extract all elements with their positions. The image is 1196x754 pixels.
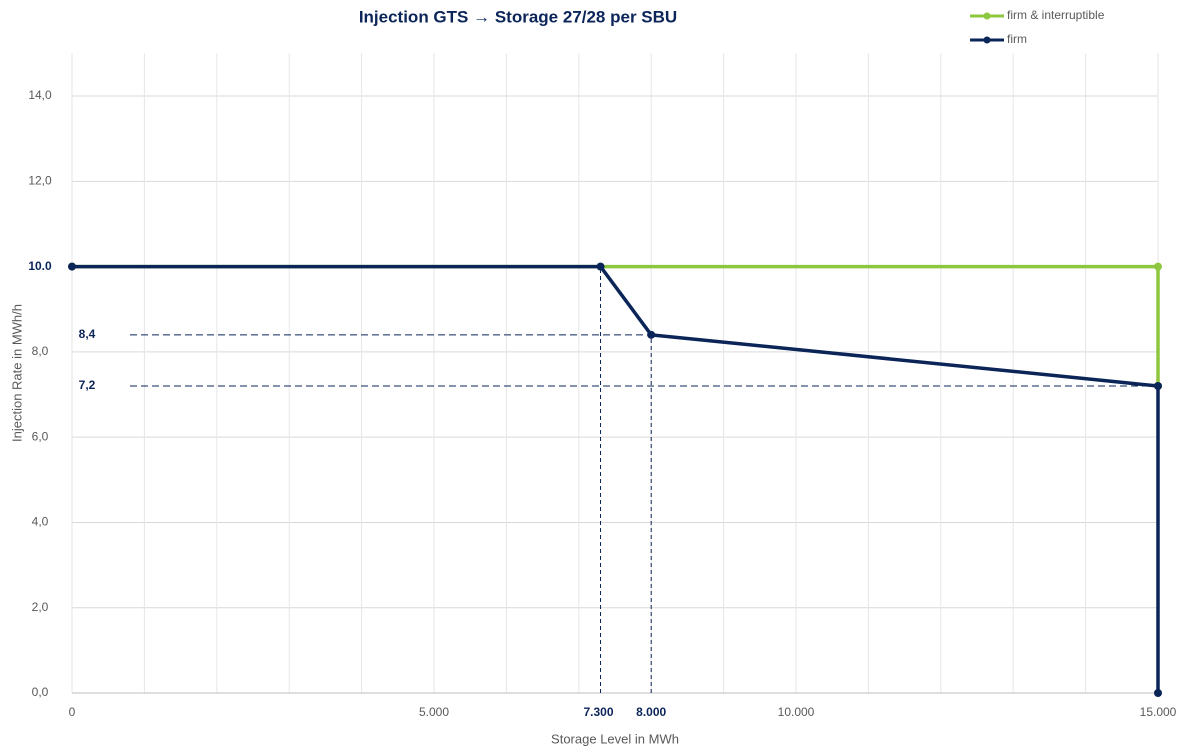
y-tick-label: 0,0 (32, 685, 49, 699)
marker-label: 10.0 (28, 259, 52, 273)
y-tick-label: 2,0 (32, 600, 49, 614)
marker-label: 7.300 (584, 705, 614, 719)
point (647, 330, 656, 339)
y-tick-label: 8,0 (32, 344, 49, 358)
y-tick-label: 6,0 (32, 429, 49, 443)
marker-label: 8.000 (636, 705, 666, 719)
x-tick-label: 15.000 (1140, 705, 1177, 719)
marker-label: 7,2 (79, 378, 96, 392)
marker-label: 8,4 (79, 327, 96, 341)
point (1154, 689, 1162, 697)
point (1154, 381, 1162, 390)
y-tick-label: 14,0 (28, 88, 52, 102)
y-tick-label: 4,0 (32, 515, 49, 529)
chart-title: Injection GTS → Storage 27/28 per SBU (359, 7, 677, 26)
x-tick-label: 5.000 (419, 705, 449, 719)
point (1154, 262, 1162, 271)
x-axis-title: Storage Level in MWh (551, 731, 679, 746)
legend-dot (983, 36, 991, 44)
point (596, 262, 605, 271)
point (68, 262, 76, 271)
legend-dot (983, 12, 991, 20)
y-axis-title: Injection Rate in MWh/h (9, 304, 24, 442)
legend-label: firm & interruptible (1007, 8, 1105, 22)
x-tick-label: 0 (69, 705, 76, 719)
x-tick-label: 10.000 (778, 705, 815, 719)
legend-label: firm (1007, 32, 1027, 46)
series-line (72, 264, 1160, 693)
y-tick-label: 12,0 (28, 173, 52, 187)
